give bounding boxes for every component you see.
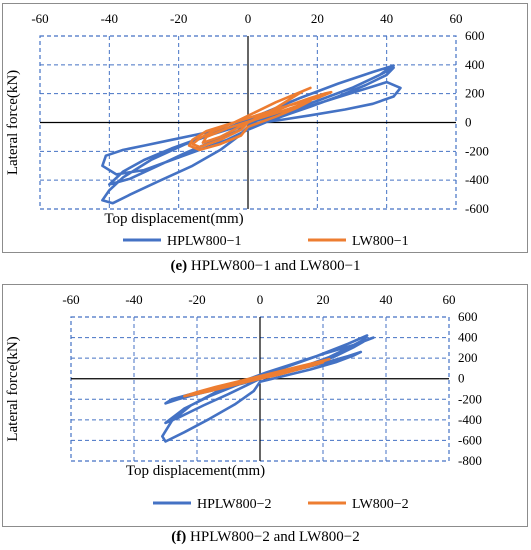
caption-f-letter: (f) bbox=[171, 529, 187, 545]
chart-panel-f: -60 -40 -20 0 20 40 60 600 400 200 0 -200 -400 -600 -8… bbox=[2, 284, 528, 527]
x-tick-label: 40 bbox=[380, 292, 393, 307]
y-tick-label: 0 bbox=[458, 371, 465, 386]
caption-f-text: HPLW800−2 and LW800−2 bbox=[186, 529, 360, 545]
y-tick-label: -400 bbox=[458, 412, 482, 427]
y-tick-label: 200 bbox=[465, 86, 485, 101]
x-axis-label: Top displacement(mm) bbox=[104, 211, 243, 227]
x-tick-label: -40 bbox=[125, 292, 142, 307]
x-tick-label: 20 bbox=[317, 292, 330, 307]
x-tick-label: 40 bbox=[380, 11, 393, 26]
y-tick-label: -200 bbox=[465, 143, 489, 158]
y-axis-label: Lateral force(kN) bbox=[5, 70, 21, 175]
x-tick-label: 20 bbox=[311, 11, 324, 26]
x-tick-label: -20 bbox=[188, 292, 205, 307]
x-tick-label: 60 bbox=[443, 292, 456, 307]
chart-panel-e: -60 -40 -20 0 20 40 60 600 400 200 0 -200 -400 -600 La… bbox=[2, 3, 528, 253]
y-tick-label: 600 bbox=[465, 28, 485, 43]
y-axis-label: Lateral force(kN) bbox=[5, 336, 21, 441]
x-tick-label: -20 bbox=[170, 11, 187, 26]
y-tick-label: -200 bbox=[458, 391, 482, 406]
hysteresis-chart-e: -60 -40 -20 0 20 40 606004002000-200-400-600La… bbox=[5, 11, 489, 249]
y-tick-label: 400 bbox=[465, 57, 485, 72]
x-tick-label: 0 bbox=[257, 292, 264, 307]
x-tick-label: -40 bbox=[101, 11, 118, 26]
y-tick-label: 400 bbox=[458, 330, 478, 345]
x-tick-label: -60 bbox=[62, 292, 79, 307]
x-tick-label: 0 bbox=[245, 11, 252, 26]
series-line-lw bbox=[187, 86, 333, 152]
series-line-hplw bbox=[161, 334, 375, 443]
x-tick-label: -60 bbox=[31, 11, 48, 26]
legend-label: LW800−1 bbox=[352, 234, 409, 249]
hysteresis-chart-f: -60 -40 -20 0 20 40 606004002000-200-400-600-8… bbox=[5, 292, 482, 512]
caption-f: (f) HPLW800−2 and LW800−2 bbox=[0, 529, 531, 546]
x-axis-label: Top displacement(mm) bbox=[126, 463, 265, 479]
y-tick-label: 200 bbox=[458, 350, 478, 365]
y-tick-label: -600 bbox=[465, 201, 489, 216]
caption-e: (e) HPLW800−1 and LW800−1 bbox=[0, 258, 531, 275]
caption-e-text: HPLW800−1 and LW800−1 bbox=[187, 258, 361, 274]
legend-label: LW800−2 bbox=[352, 497, 409, 512]
series-line-lw bbox=[183, 357, 331, 398]
y-tick-label: -600 bbox=[458, 432, 482, 447]
caption-e-letter: (e) bbox=[170, 258, 188, 274]
legend-label: HPLW800−2 bbox=[197, 497, 272, 512]
legend-label: HPLW800−1 bbox=[167, 234, 242, 249]
y-tick-label: -400 bbox=[465, 172, 489, 187]
series-line-hplw bbox=[101, 64, 402, 205]
y-tick-label: -800 bbox=[458, 453, 482, 468]
y-tick-label: 0 bbox=[465, 115, 472, 130]
y-tick-label: 600 bbox=[458, 309, 478, 324]
x-tick-label: 60 bbox=[450, 11, 463, 26]
